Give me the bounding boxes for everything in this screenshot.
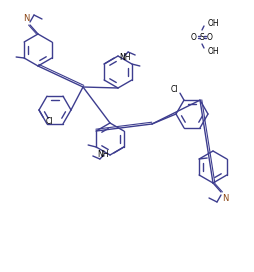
Text: NH: NH: [97, 150, 108, 159]
Text: OH: OH: [207, 47, 219, 55]
Text: O: O: [190, 32, 196, 42]
Text: Cl: Cl: [170, 85, 177, 94]
Text: N: N: [221, 194, 227, 203]
Text: S: S: [199, 32, 203, 42]
Text: O: O: [206, 32, 212, 42]
Text: NH: NH: [119, 52, 130, 61]
Text: OH: OH: [207, 18, 219, 27]
Text: Cl: Cl: [46, 116, 53, 125]
Text: N: N: [23, 14, 29, 23]
